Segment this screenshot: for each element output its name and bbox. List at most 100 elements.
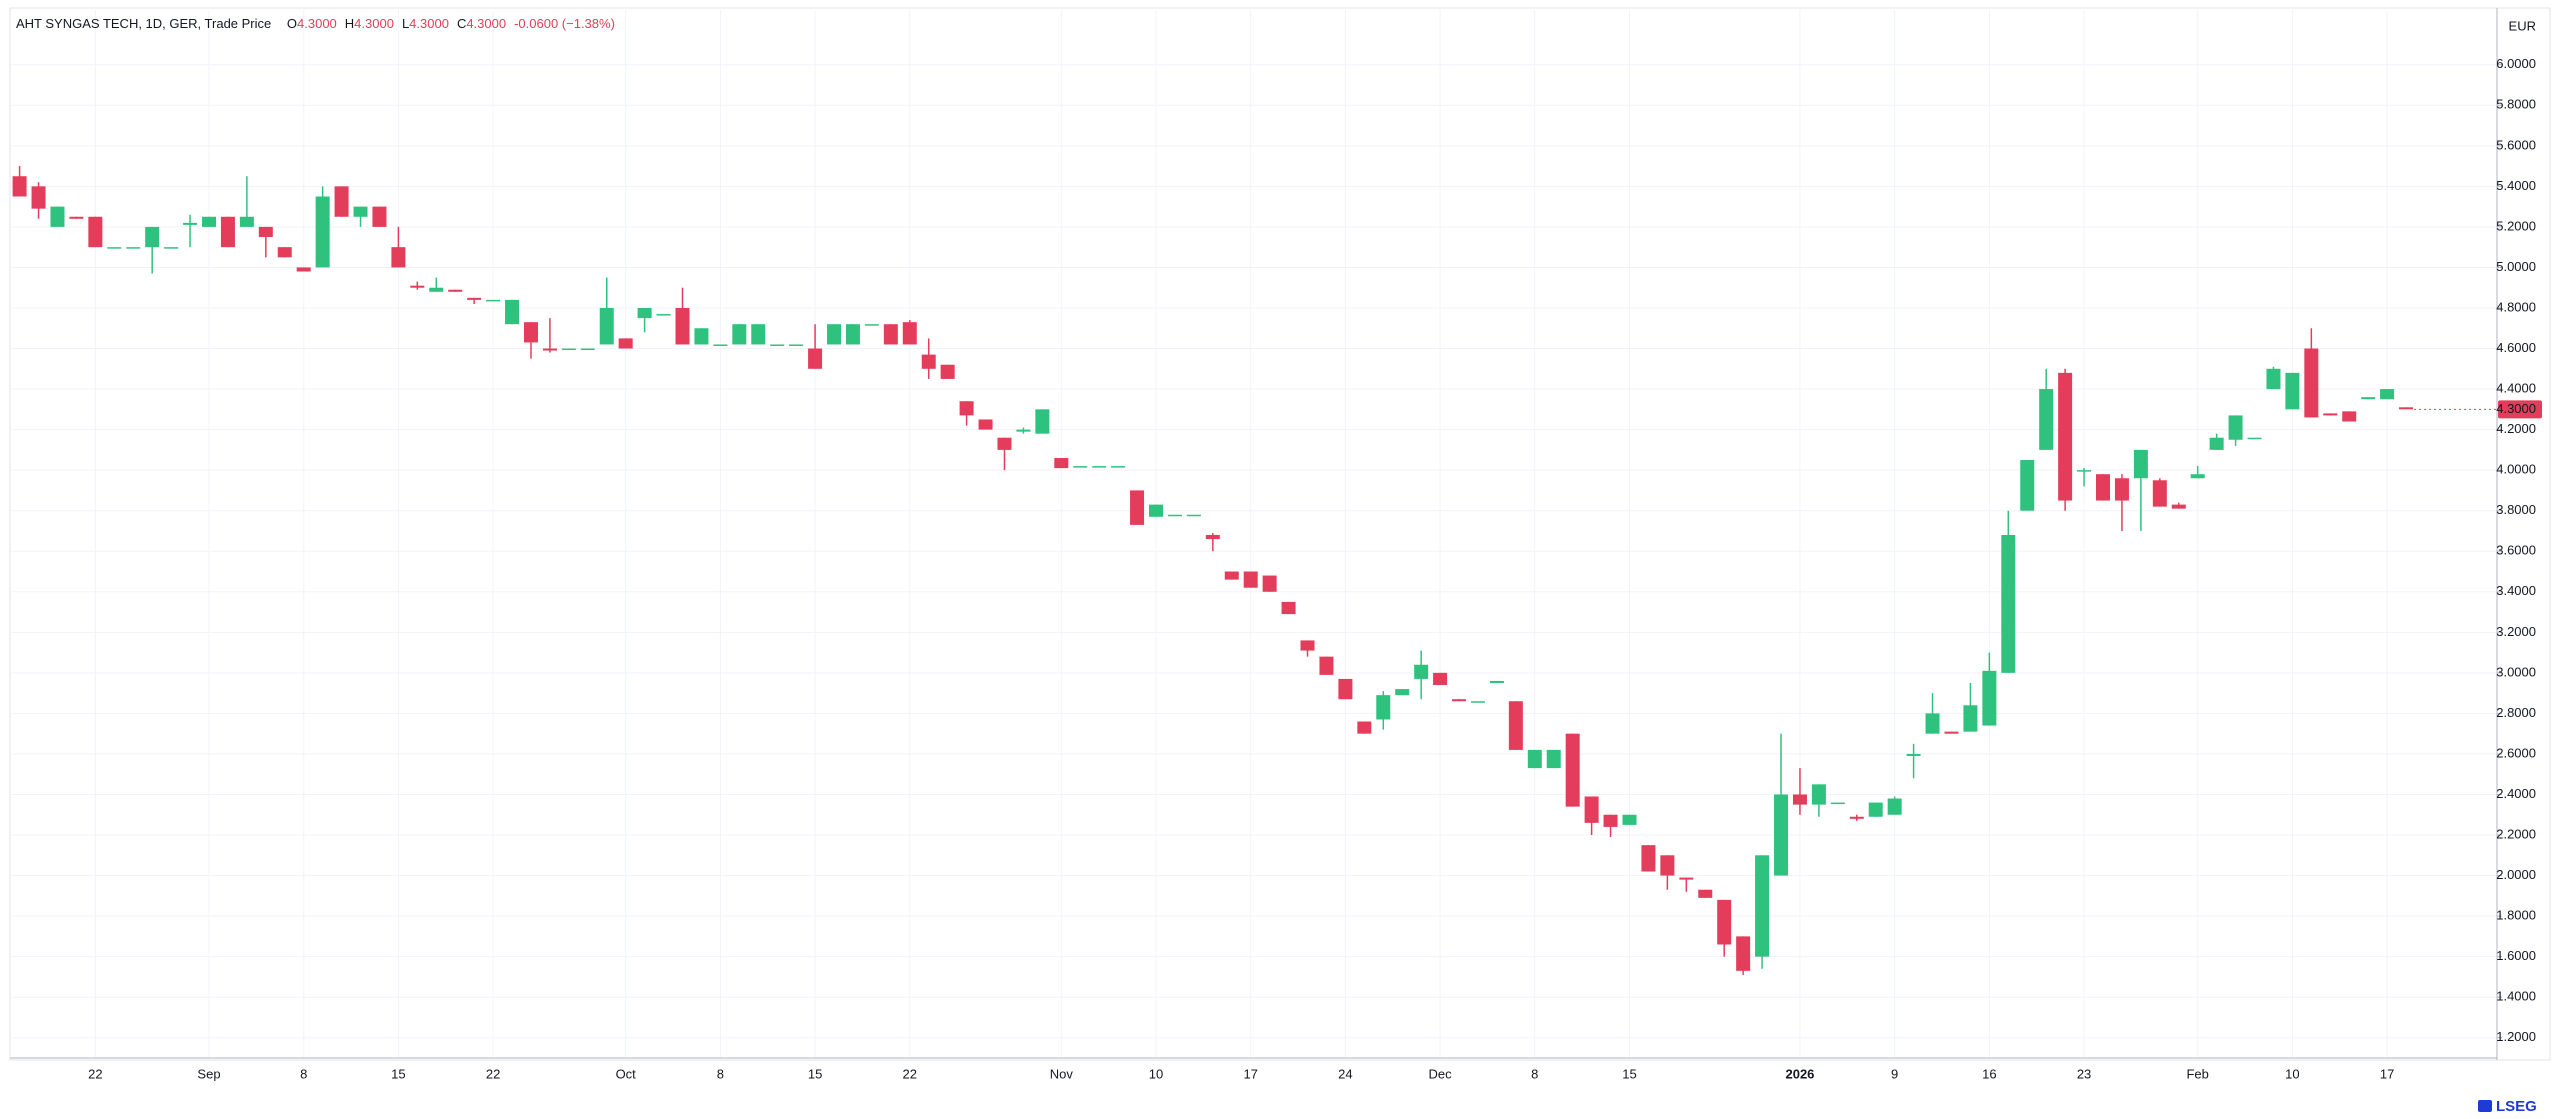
candle-body bbox=[1016, 429, 1031, 432]
y-tick-label: 1.8000 bbox=[2496, 908, 2536, 923]
candle-body bbox=[2228, 415, 2243, 440]
candle-body bbox=[1281, 601, 1296, 615]
candle-body bbox=[1925, 713, 1940, 734]
candle-body bbox=[1470, 701, 1485, 703]
candle-body bbox=[202, 216, 216, 227]
candle-body bbox=[239, 216, 254, 227]
candle-body bbox=[770, 344, 785, 346]
candle-body bbox=[1963, 705, 1978, 732]
x-tick-label: 2026 bbox=[1785, 1066, 1814, 1081]
candle-body bbox=[12, 176, 27, 197]
candle-body bbox=[1868, 802, 1883, 817]
logo-icon bbox=[2478, 1100, 2492, 1112]
y-tick-label: 5.8000 bbox=[2496, 97, 2536, 112]
candle-body bbox=[1414, 664, 1429, 679]
candle-body bbox=[277, 247, 292, 258]
y-tick-label: 3.6000 bbox=[2496, 543, 2536, 558]
candle-body bbox=[1205, 535, 1220, 540]
candle-body bbox=[69, 216, 84, 219]
x-tick-label: 15 bbox=[808, 1066, 822, 1081]
candle-body bbox=[1357, 721, 1372, 734]
candle-body bbox=[561, 348, 576, 351]
candle-body bbox=[580, 348, 595, 351]
y-tick-label: 2.4000 bbox=[2496, 786, 2536, 801]
y-tick-label: 5.4000 bbox=[2496, 178, 2536, 193]
candle-body bbox=[1792, 794, 1807, 805]
candle-body bbox=[599, 307, 614, 345]
candle-body bbox=[88, 216, 103, 248]
y-tick-label: 2.2000 bbox=[2496, 826, 2536, 841]
candle-body bbox=[467, 297, 482, 300]
candle-body bbox=[637, 307, 652, 319]
candle-body bbox=[1395, 689, 1410, 696]
symbol-title: AHT SYNGAS TECH, 1D, GER, Trade Price bbox=[16, 16, 271, 31]
x-tick-label: 22 bbox=[88, 1066, 102, 1081]
chart-frame bbox=[9, 7, 2551, 1061]
candle-body bbox=[618, 338, 633, 349]
candle-body bbox=[1167, 514, 1182, 517]
candle-body bbox=[1641, 845, 1656, 872]
ohlc-key: O bbox=[287, 16, 297, 31]
candle-body bbox=[1054, 457, 1069, 469]
y-tick-label: 2.8000 bbox=[2496, 705, 2536, 720]
candle-body bbox=[542, 348, 557, 351]
x-tick-label: 8 bbox=[300, 1066, 307, 1081]
ohlc-key: C bbox=[457, 16, 466, 31]
candle-body bbox=[1489, 680, 1504, 683]
candle-body bbox=[1755, 855, 1770, 957]
candle-body bbox=[2323, 413, 2338, 416]
candle-body bbox=[656, 314, 671, 316]
candle-body bbox=[2039, 389, 2054, 450]
candle-body bbox=[296, 267, 311, 272]
candle-body bbox=[2399, 407, 2414, 410]
candle-body bbox=[2171, 504, 2186, 509]
candle-body bbox=[940, 364, 955, 379]
last-price-box bbox=[2498, 400, 2542, 419]
y-tick-label: 5.0000 bbox=[2496, 259, 2536, 274]
x-tick-label: 15 bbox=[1622, 1066, 1636, 1081]
candle-body bbox=[31, 186, 46, 209]
y-tick-label: 4.0000 bbox=[2496, 462, 2536, 477]
candle-body bbox=[1319, 656, 1334, 675]
candle-body bbox=[2001, 535, 2016, 673]
candle-body bbox=[1527, 749, 1542, 769]
candle-body bbox=[2209, 437, 2224, 450]
x-tick-label: 16 bbox=[1982, 1066, 1996, 1081]
x-tick-label: 10 bbox=[1149, 1066, 1163, 1081]
candle-body bbox=[883, 324, 898, 345]
candle-body bbox=[523, 322, 538, 343]
candle-body bbox=[1300, 640, 1315, 651]
x-tick-label: Nov bbox=[1050, 1066, 1074, 1081]
candle-body bbox=[902, 322, 917, 345]
candle-body bbox=[353, 206, 368, 217]
ohlc-value: 4.3000 bbox=[297, 16, 337, 31]
candle-body bbox=[2266, 368, 2281, 390]
candle-body bbox=[921, 354, 936, 369]
currency: EUR bbox=[2509, 18, 2536, 33]
y-tick-label: 1.2000 bbox=[2496, 1029, 2536, 1044]
candle-body bbox=[1130, 490, 1145, 525]
x-tick-label: 23 bbox=[2077, 1066, 2091, 1081]
candle-body bbox=[1887, 798, 1902, 815]
x-tick-label: 24 bbox=[1338, 1066, 1352, 1081]
candles bbox=[12, 166, 2497, 975]
y-tick-label: 3.0000 bbox=[2496, 664, 2536, 679]
candle-body bbox=[1546, 749, 1561, 769]
candle-body bbox=[429, 287, 444, 292]
y-tick-label: 4.6000 bbox=[2496, 340, 2536, 355]
candle-body bbox=[372, 206, 387, 227]
x-tick-label: 15 bbox=[391, 1066, 405, 1081]
candle-body bbox=[1584, 796, 1599, 823]
candle-body bbox=[2133, 449, 2148, 479]
candle-body bbox=[1622, 814, 1637, 825]
candle-body bbox=[1774, 794, 1789, 876]
candle-body bbox=[864, 324, 879, 326]
candle-body bbox=[1906, 753, 1921, 756]
candle-body bbox=[334, 186, 349, 217]
candle-body bbox=[1698, 889, 1713, 898]
candle-body bbox=[50, 206, 65, 227]
candle-body bbox=[1224, 571, 1239, 580]
candle-body bbox=[1603, 814, 1618, 827]
